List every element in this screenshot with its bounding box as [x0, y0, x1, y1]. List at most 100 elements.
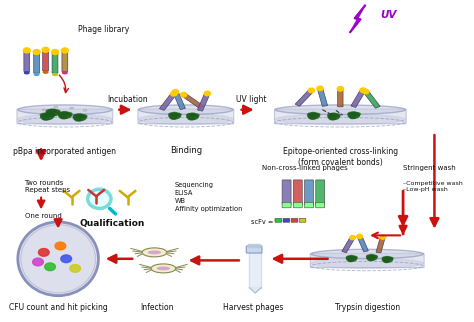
Ellipse shape — [46, 110, 59, 116]
FancyBboxPatch shape — [337, 89, 343, 107]
Ellipse shape — [349, 256, 354, 258]
Ellipse shape — [44, 113, 50, 116]
Circle shape — [38, 249, 49, 256]
Circle shape — [42, 47, 49, 52]
FancyBboxPatch shape — [17, 109, 113, 124]
Ellipse shape — [73, 115, 86, 121]
Ellipse shape — [172, 112, 178, 115]
Ellipse shape — [275, 114, 405, 125]
Ellipse shape — [60, 116, 67, 119]
Ellipse shape — [348, 112, 354, 115]
Ellipse shape — [369, 255, 374, 257]
FancyBboxPatch shape — [295, 89, 314, 106]
Ellipse shape — [53, 110, 60, 113]
Ellipse shape — [40, 113, 47, 117]
FancyBboxPatch shape — [299, 218, 306, 222]
Ellipse shape — [366, 255, 372, 258]
Ellipse shape — [46, 109, 53, 113]
FancyBboxPatch shape — [198, 93, 210, 111]
Text: UV: UV — [381, 10, 397, 20]
Text: Stringent wash: Stringent wash — [403, 165, 456, 171]
FancyBboxPatch shape — [138, 109, 234, 124]
Ellipse shape — [328, 114, 334, 117]
Circle shape — [23, 48, 30, 53]
Circle shape — [61, 255, 72, 263]
Circle shape — [171, 91, 177, 96]
Ellipse shape — [352, 256, 357, 259]
Ellipse shape — [76, 114, 83, 117]
Polygon shape — [350, 5, 365, 32]
Ellipse shape — [329, 117, 336, 120]
Circle shape — [70, 265, 81, 272]
FancyBboxPatch shape — [304, 180, 313, 204]
Circle shape — [204, 91, 210, 96]
Ellipse shape — [311, 249, 423, 259]
Text: Binding: Binding — [170, 146, 202, 155]
Ellipse shape — [193, 114, 199, 117]
FancyBboxPatch shape — [282, 202, 291, 208]
Ellipse shape — [58, 112, 65, 115]
Text: Non-cross-linked phages: Non-cross-linked phages — [262, 165, 347, 171]
Ellipse shape — [354, 113, 360, 116]
Ellipse shape — [49, 109, 56, 112]
Ellipse shape — [175, 113, 181, 116]
Ellipse shape — [73, 114, 80, 118]
FancyBboxPatch shape — [182, 93, 203, 109]
FancyBboxPatch shape — [275, 218, 282, 222]
FancyBboxPatch shape — [317, 88, 328, 106]
Ellipse shape — [388, 257, 393, 260]
Ellipse shape — [383, 257, 392, 262]
Ellipse shape — [382, 257, 388, 260]
Ellipse shape — [385, 257, 390, 259]
Ellipse shape — [65, 112, 72, 116]
Ellipse shape — [59, 113, 71, 118]
FancyBboxPatch shape — [364, 90, 380, 108]
Ellipse shape — [41, 114, 53, 120]
FancyBboxPatch shape — [62, 50, 68, 71]
FancyBboxPatch shape — [316, 180, 325, 204]
Circle shape — [350, 236, 356, 240]
Text: Incubation: Incubation — [107, 95, 148, 104]
FancyBboxPatch shape — [274, 109, 406, 124]
FancyBboxPatch shape — [34, 52, 39, 73]
Ellipse shape — [62, 112, 68, 115]
FancyBboxPatch shape — [316, 202, 325, 208]
FancyBboxPatch shape — [52, 52, 58, 73]
FancyBboxPatch shape — [357, 236, 368, 252]
Ellipse shape — [275, 105, 405, 115]
Ellipse shape — [53, 73, 57, 75]
Ellipse shape — [188, 117, 194, 120]
Ellipse shape — [350, 116, 356, 118]
Circle shape — [33, 50, 40, 54]
Circle shape — [52, 50, 58, 54]
Ellipse shape — [372, 255, 377, 258]
Text: Two rounds
Repeat steps: Two rounds Repeat steps — [25, 180, 70, 194]
FancyBboxPatch shape — [291, 218, 298, 222]
FancyBboxPatch shape — [246, 246, 262, 253]
FancyBboxPatch shape — [283, 218, 290, 222]
Ellipse shape — [63, 72, 67, 74]
Ellipse shape — [310, 112, 317, 115]
Circle shape — [363, 89, 369, 94]
Ellipse shape — [348, 259, 353, 261]
Text: Sequencing
ELISA
WB
Affinity optimization: Sequencing ELISA WB Affinity optimizatio… — [174, 182, 242, 212]
Ellipse shape — [43, 71, 48, 73]
Ellipse shape — [25, 72, 29, 74]
Ellipse shape — [330, 113, 337, 116]
Ellipse shape — [139, 105, 233, 115]
Ellipse shape — [18, 114, 112, 125]
Circle shape — [337, 87, 344, 91]
Circle shape — [181, 92, 187, 97]
Ellipse shape — [314, 113, 320, 116]
Ellipse shape — [368, 258, 374, 260]
Ellipse shape — [328, 114, 339, 119]
FancyBboxPatch shape — [376, 237, 385, 253]
Text: –Competitive wash
–Low-pH wash: –Competitive wash –Low-pH wash — [403, 181, 463, 192]
FancyBboxPatch shape — [293, 202, 302, 208]
Ellipse shape — [308, 113, 319, 119]
Circle shape — [309, 88, 315, 93]
FancyBboxPatch shape — [160, 93, 176, 110]
Ellipse shape — [157, 267, 170, 270]
Circle shape — [360, 88, 366, 92]
Text: scFv =: scFv = — [251, 219, 273, 225]
